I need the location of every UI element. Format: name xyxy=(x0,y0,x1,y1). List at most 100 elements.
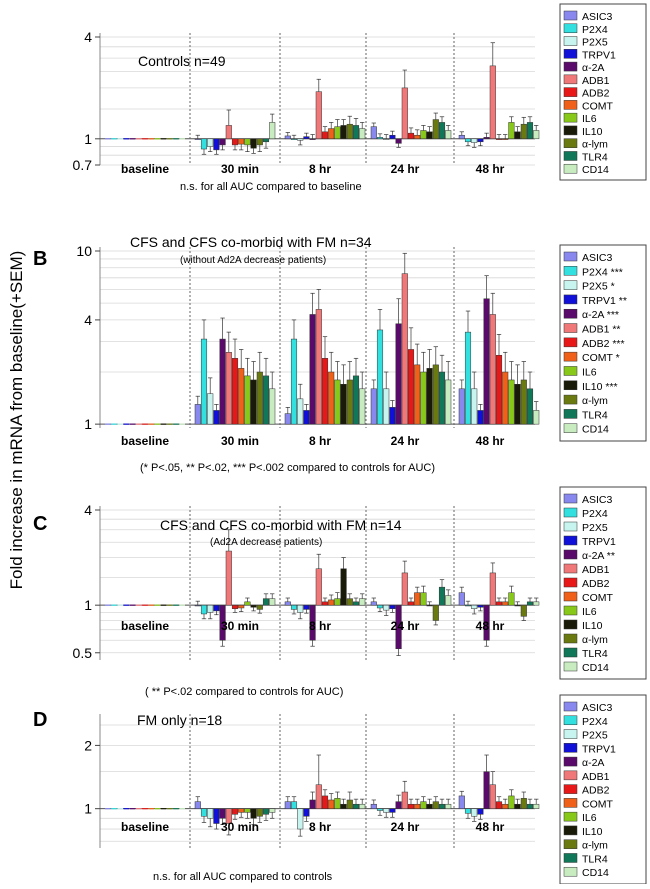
bar-ADB2-24hr xyxy=(407,601,415,606)
legend-entry: P2X4 xyxy=(582,24,608,36)
bar-IL6-30min xyxy=(244,138,251,146)
bar-ASIC3-24hr xyxy=(370,126,377,140)
panel-footnote: n.s. for all AUC compared to controls xyxy=(153,871,333,883)
bar-CD14-24hr xyxy=(445,803,452,809)
bar-P2X5-baseline xyxy=(117,423,123,425)
bar-ASIC3-baseline xyxy=(105,808,111,810)
x-category-label: 48 hr xyxy=(476,434,505,448)
bar-P2X4-8hr xyxy=(290,338,298,425)
bar-COMT-baseline xyxy=(148,138,154,140)
bar-IL6-8hr xyxy=(334,798,341,809)
legend-entry: ASIC3 xyxy=(582,494,613,506)
bar-ADB2-30min xyxy=(231,138,239,146)
legend-swatch xyxy=(563,605,578,616)
bar-P2X5-24hr xyxy=(383,604,390,611)
legend-entry: α-lym xyxy=(582,139,608,151)
legend-entry: ADB1 xyxy=(582,771,610,783)
y-tick-label: 1 xyxy=(84,801,92,817)
legend-swatch xyxy=(563,280,578,290)
legend-swatch xyxy=(563,633,578,644)
legend-swatch xyxy=(563,337,578,348)
legend-entry: TRPV1 xyxy=(582,743,616,755)
bar-TLR4-8hr xyxy=(352,375,360,425)
panel-3: baseline 30 min 8 hr 24 hr 48 hr ASIC3 P2X4 P2X… xyxy=(95,486,647,680)
bar-lym-24hr xyxy=(432,801,439,809)
bar-ASIC3-30min xyxy=(194,138,201,140)
bar-ASIC3-30min xyxy=(194,801,201,809)
bar-CD14-24hr xyxy=(445,130,452,140)
bar-ASIC3-24hr xyxy=(370,388,377,425)
legend-entry: P2X4 xyxy=(582,508,608,520)
bar-IL10-48hr xyxy=(514,383,521,425)
x-category-label: 8 hr xyxy=(309,820,331,834)
bar-CD14-baseline xyxy=(179,808,185,810)
bar-ADB2-8hr xyxy=(321,358,329,425)
bar-TRPV1-8hr xyxy=(303,410,310,425)
panel-subtitle: (Ad2A decrease patients) xyxy=(210,537,322,548)
legend-entry: IL6 xyxy=(582,606,597,618)
bar-ADB2-30min xyxy=(231,358,239,425)
legend-swatch xyxy=(563,366,578,376)
legend-swatch xyxy=(563,825,578,836)
bar-CD14-8hr xyxy=(359,803,366,809)
bar-ADB2-30min xyxy=(231,808,239,815)
bar-TLR4-baseline xyxy=(173,138,179,140)
bar-TLR4-baseline xyxy=(173,808,179,810)
bar-ASIC3-baseline xyxy=(105,138,111,140)
bar-2A-baseline xyxy=(129,138,136,140)
bar-P2X4-8hr xyxy=(290,801,298,809)
legend-swatch xyxy=(563,507,578,518)
legend-swatch xyxy=(563,549,578,560)
bar-2A-baseline xyxy=(129,423,136,425)
bar-CD14-24hr xyxy=(445,595,452,606)
bar-P2X5-48hr xyxy=(471,604,478,609)
bar-TLR4-30min xyxy=(262,375,270,425)
bar-IL6-24hr xyxy=(420,801,427,809)
bar-ADB2-8hr xyxy=(321,601,329,606)
legend-entry: ASIC3 xyxy=(582,11,613,23)
y-tick-label: 4 xyxy=(84,29,92,45)
bar-P2X5-24hr xyxy=(383,138,390,140)
bar-lym-baseline xyxy=(167,604,173,606)
bar-TRPV1-8hr xyxy=(303,136,310,140)
x-category-label: 30 min xyxy=(221,619,259,633)
bar-COMT-8hr xyxy=(328,128,335,140)
legend-entry: CD14 xyxy=(582,867,609,879)
y-tick-label: 10 xyxy=(76,243,92,259)
bar-TLR4-baseline xyxy=(173,423,179,425)
bar-P2X4-48hr xyxy=(464,604,472,607)
bar-IL6-8hr xyxy=(334,126,341,140)
bar-COMT-48hr xyxy=(502,803,509,809)
bar-ADB1-24hr xyxy=(401,572,408,606)
bar-IL6-48hr xyxy=(508,379,515,425)
bar-TRPV1-baseline xyxy=(123,423,130,425)
legend-entry: IL10 xyxy=(582,126,603,138)
panel-title: Controls n=49 xyxy=(138,53,226,69)
bar-2A-24hr xyxy=(395,604,402,650)
bar-ADB1-8hr xyxy=(315,91,322,140)
bar-P2X4-24hr xyxy=(376,604,384,609)
panel-footnote: (* P<.05, ** P<.02, *** P<.002 compared … xyxy=(140,462,435,474)
legend-entry: CD14 xyxy=(582,662,609,674)
bar-P2X5-baseline xyxy=(117,138,123,140)
bar-COMT-30min xyxy=(238,604,245,609)
bar-P2X4-baseline xyxy=(111,423,117,425)
bar-ASIC3-8hr xyxy=(284,135,291,140)
legend-entry: α-2A ** xyxy=(582,550,615,562)
legend-swatch xyxy=(563,756,578,767)
bar-P2X5-30min xyxy=(207,393,214,425)
legend-swatch xyxy=(563,866,578,877)
bar-CD14-baseline xyxy=(179,423,185,425)
legend-swatch xyxy=(563,591,578,602)
bar-lym-baseline xyxy=(167,138,173,140)
bar-ASIC3-30min xyxy=(194,604,201,607)
bar-TLR4-8hr xyxy=(352,803,360,809)
x-category-label: 8 hr xyxy=(309,434,331,448)
legend-swatch xyxy=(563,394,578,405)
legend-swatch xyxy=(563,619,578,630)
bar-IL6-8hr xyxy=(334,379,341,425)
bar-ADB1-baseline xyxy=(136,808,142,810)
x-category-label: 24 hr xyxy=(391,820,420,834)
bar-ASIC3-48hr xyxy=(458,388,465,425)
